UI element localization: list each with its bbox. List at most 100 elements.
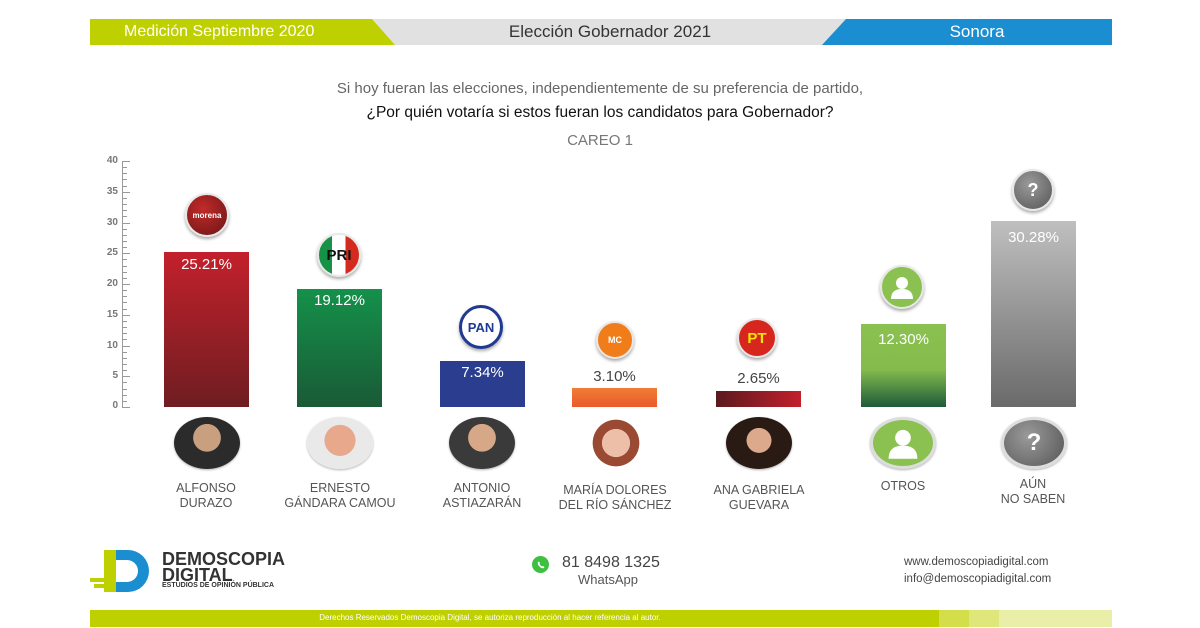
y-axis-tick <box>122 370 127 372</box>
copyright-text: Derechos Reservados Demoscopia Digital, … <box>319 613 661 622</box>
name-line1: MARÍA DOLORES <box>563 483 667 497</box>
name-line1: ANA GABRIELA <box>713 483 805 497</box>
candidate-name: MARÍA DOLORES DEL RÍO SÁNCHEZ <box>545 483 685 513</box>
y-axis-tick <box>122 228 127 230</box>
y-axis-tick <box>122 222 130 224</box>
y-axis-tick <box>122 314 130 316</box>
bar-value-label: 19.12% <box>314 292 365 309</box>
y-tick-label: 10 <box>106 340 118 351</box>
y-axis-tick <box>122 333 127 335</box>
y-axis-tick <box>122 302 127 304</box>
y-axis-tick <box>122 259 127 261</box>
y-tick-label: 5 <box>112 370 118 381</box>
y-axis-tick <box>122 247 127 249</box>
y-axis-tick <box>122 277 127 279</box>
whatsapp-icon <box>532 556 549 573</box>
y-axis-tick <box>122 376 130 378</box>
candidate-photo-antonio-astiazaran <box>449 417 515 469</box>
brand-line1: DEMOSCOPIA <box>162 549 286 569</box>
email-link[interactable]: info@demoscopiadigital.com <box>904 573 1052 585</box>
y-axis-tick <box>122 407 130 408</box>
phone-number[interactable]: 81 8498 1325 <box>562 554 660 571</box>
y-tick-label: 30 <box>106 217 118 228</box>
candidate-name: ANA GABRIELA GUEVARA <box>689 483 829 513</box>
bar-value-label: 25.21% <box>181 256 232 273</box>
y-tick-label: 35 <box>106 186 118 197</box>
name-line2: GUEVARA <box>728 498 790 512</box>
bar-value-label: 3.10% <box>593 368 636 385</box>
copyright-bar: Derechos Reservados Demoscopia Digital, … <box>90 610 1112 627</box>
y-axis-tick <box>122 253 130 255</box>
copyright-bar-shade <box>969 610 999 627</box>
bar-value-label: 12.30% <box>878 331 929 348</box>
y-axis-tick <box>122 167 127 169</box>
candidate-photo-alfonso-durazo <box>174 417 240 469</box>
y-axis-tick <box>122 240 127 242</box>
y-axis-tick <box>122 191 130 193</box>
y-axis-tick <box>122 357 127 359</box>
bar-ana-guevara <box>716 391 801 407</box>
brand-line2: DIGITAL <box>162 565 233 585</box>
bar-antonio-astiazaran <box>440 361 525 407</box>
bar-ernesto-gandara <box>297 289 382 407</box>
y-tick-label: 0 <box>112 400 118 411</box>
name-line2: DEL RÍO SÁNCHEZ <box>558 498 672 512</box>
y-axis-tick <box>122 173 127 175</box>
y-axis-tick <box>122 345 130 347</box>
y-axis-tick <box>122 216 127 218</box>
phone-label: WhatsApp <box>578 572 638 587</box>
name-line1: ERNESTO <box>309 481 371 495</box>
candidate-name: ANTONIO ASTIAZARÁN <box>412 481 552 511</box>
measurement-date-label: Medición Septiembre 2020 <box>90 19 395 45</box>
pan-logo-icon: PAN <box>459 305 503 349</box>
chart-subtitle: CAREO 1 <box>567 132 633 149</box>
name-line2: NO SABEN <box>1000 492 1066 506</box>
y-axis-tick <box>122 382 127 384</box>
demoscopia-logo-icon <box>90 550 154 592</box>
bar-maria-dolores <box>572 388 657 407</box>
y-axis-tick <box>122 394 127 396</box>
aun-no-saben-question-icon: ? <box>1001 417 1067 469</box>
pt-logo-icon: PT <box>737 318 777 358</box>
state-label: Sonora <box>822 19 1112 45</box>
y-axis-tick <box>122 161 130 162</box>
bar-value-label: 2.65% <box>737 370 780 387</box>
movimiento-ciudadano-logo-icon: MC <box>596 321 634 359</box>
question-intro: Si hoy fueran las elecciones, independie… <box>336 80 864 97</box>
name-line2: GÁNDARA CAMOU <box>284 496 396 510</box>
y-axis-tick <box>122 351 127 353</box>
name-line1: ALFONSO <box>176 481 236 495</box>
name-line1: AÚN <box>1019 477 1047 491</box>
question-main: ¿Por quién votaría si estos fueran los c… <box>366 104 834 121</box>
election-title: Elección Gobernador 2021 <box>508 22 712 41</box>
person-icon <box>880 265 924 309</box>
y-axis-tick <box>122 197 127 199</box>
y-axis-tick <box>122 327 127 329</box>
y-axis-tick <box>122 179 127 181</box>
y-axis-tick <box>122 210 127 212</box>
candidate-photo-ana-guevara <box>726 417 792 469</box>
y-axis-tick <box>122 320 127 322</box>
brand-tagline: ESTUDIOS DE OPINIÓN PÚBLICA <box>162 582 275 589</box>
name-line1: ANTONIO <box>453 481 511 495</box>
y-axis-tick <box>122 265 127 267</box>
name-line2: DURAZO <box>179 496 233 510</box>
candidate-photo-maria-dolores <box>583 417 649 469</box>
otros-person-icon <box>870 417 936 469</box>
y-axis-tick <box>122 339 127 341</box>
website-link[interactable]: www.demoscopiadigital.com <box>904 556 1049 568</box>
name-line2: ASTIAZARÁN <box>442 496 522 510</box>
candidate-name: OTROS <box>833 479 973 494</box>
y-axis-tick <box>122 204 127 206</box>
bar-alfonso-durazo <box>164 252 249 407</box>
y-axis-tick <box>122 271 127 273</box>
y-axis-tick <box>122 185 127 187</box>
y-axis-tick <box>122 388 127 390</box>
y-tick-label: 40 <box>106 155 118 166</box>
y-axis-tick <box>122 290 127 292</box>
y-axis-tick <box>122 234 127 236</box>
brand-name: DEMOSCOPIA DIGITAL <box>162 549 286 585</box>
candidate-name: AÚN NO SABEN <box>963 477 1103 507</box>
bar-value-label: 7.34% <box>461 364 504 381</box>
y-axis-tick <box>122 363 127 365</box>
